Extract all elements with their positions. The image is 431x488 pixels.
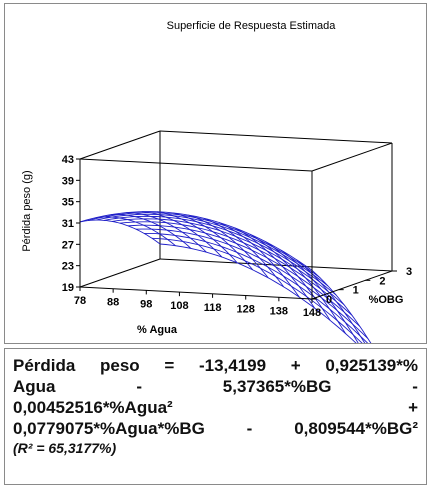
x-axis-label: % Agua [137,324,178,336]
y-tick-label: 0 [326,294,332,306]
surface-gridline [172,212,254,271]
plot-box-back [79,130,393,288]
surface-gridline [144,232,369,343]
surface-gridline [79,219,161,245]
equation-line: 0,0779075*%Agua*%BG - 0,809544*%BG² [13,418,418,439]
surface-gridline [141,211,223,258]
z-tick-label: 19 [62,282,74,294]
box-edge [311,270,393,300]
x-tick-label: 78 [74,295,86,307]
surface-gridline [79,211,313,271]
z-tick-label: 35 [62,197,74,209]
equation-term: 0,925139*% [325,356,418,375]
z-tick-label: 39 [62,175,74,187]
equation-line: Pérdida peso = -13,4199 +0,925139*% [13,355,418,376]
box-edge [159,130,393,144]
surface-gridline [280,249,359,343]
y-tick-label: 3 [406,266,412,278]
x-tick-label: 88 [107,297,119,309]
surface-gridline [159,243,357,343]
surface-gridline [87,212,321,279]
surface-gridline [111,218,345,306]
surface-gridline [151,237,363,343]
equation-term: peso [100,356,140,375]
surface-gridline [95,216,176,247]
equation-lines: Pérdida peso = -13,4199 +0,925139*% Agua - 5,37… [13,355,418,439]
equation-term: 5,37365*%BG [222,377,332,396]
response-surface [79,211,372,343]
z-tick-label: 43 [62,154,74,166]
surface-gridline [110,214,192,249]
surface-gridline [95,213,329,287]
box-edge [79,286,313,300]
equation-term: 0,00452516*%Agua² [13,398,173,417]
x-tick-label: 128 [237,304,255,316]
equation-term: Agua [13,377,56,396]
box-edge [311,142,393,172]
surface-gridline [157,211,238,264]
box-edge [79,158,313,172]
x-tick-label: 108 [170,300,188,312]
surface-gridline [103,215,337,296]
box-edge [159,258,393,272]
box-edge [79,258,161,288]
equation-line: Agua - 5,37365*%BG - [13,376,418,397]
y-axis-label: %OBG [369,294,404,306]
surface-gridline [119,221,353,316]
z-axis-label: Pérdida peso (g) [21,170,33,251]
y-tick-label: 2 [379,275,385,287]
equation-term: + [290,356,301,375]
surface-gridline [234,227,316,309]
equation-term: Pérdida [13,356,76,375]
x-tick-label: 148 [303,307,321,319]
equation-term: + [408,398,418,417]
box-edge [79,130,161,160]
surface-chart: Superficie de Respuesta Estimada 78 88 98 1… [21,20,412,343]
surface-gridline [296,259,366,343]
equation-term: 0,809544*%BG² [294,419,418,438]
chart-title: Superficie de Respuesta Estimada [167,20,337,32]
y-tick-label: 1 [353,285,359,297]
equation-term: 0,0779075*%Agua*%BG [13,419,205,438]
x-tick-label: 98 [140,298,152,310]
equation-term: = [164,356,175,375]
surface-gridline [188,214,269,279]
z-tick-label: 31 [62,218,74,230]
equation-term: - [136,377,142,396]
r-squared-note: (R² = 65,3177%) [13,440,117,456]
equation-panel: Pérdida peso = -13,4199 +0,925139*% Agua - 5,37… [4,348,427,485]
surface-gridline [219,222,300,298]
surface-gridline [127,224,361,327]
surface-gridline [203,217,285,288]
equation-term: - [246,419,253,438]
surface-gridline [126,212,207,253]
surface-gridline [135,228,369,340]
surface-gridline [249,233,331,321]
equation-line: 0,00452516*%Agua² + [13,397,418,418]
z-tick-label: 23 [62,261,74,273]
equation-term: - [412,377,418,396]
chart-panel: Superficie de Respuesta Estimada 78 88 98 1… [4,3,427,344]
x-tick-label: 138 [270,305,288,317]
plot-box-front [79,142,393,300]
x-tick-label: 118 [204,302,222,314]
surface-gridline [265,241,346,334]
equation-term: -13,4199 [198,356,267,375]
surface-gridline [311,269,372,343]
z-tick-label: 27 [62,239,74,251]
